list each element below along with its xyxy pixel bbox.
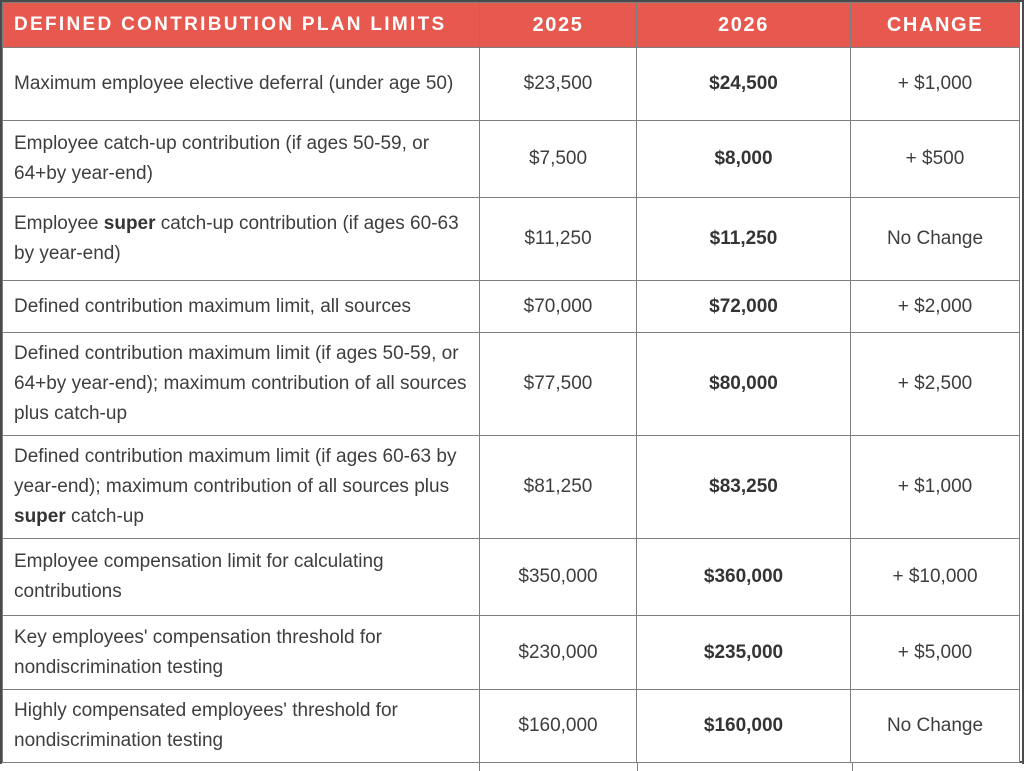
plan-limit-label: Highly compensated employees' threshold … bbox=[2, 689, 480, 763]
change-cell: No Change bbox=[850, 689, 1020, 763]
change-cell: + $2,500 bbox=[850, 332, 1020, 436]
value-2025-cell: $81,250 bbox=[479, 435, 637, 539]
col-header-2025: 2025 bbox=[479, 2, 637, 48]
table-row: Highly compensated employees' threshold … bbox=[2, 689, 1020, 763]
plan-limit-label: Employee super catch-up contribution (if… bbox=[2, 197, 480, 281]
label-text: Highly compensated employees' threshold … bbox=[14, 700, 398, 751]
plan-limit-label: Key employees' compensation threshold fo… bbox=[2, 615, 480, 690]
change-cell: + $2,000 bbox=[850, 280, 1020, 333]
value-2026-cell: $8,000 bbox=[636, 120, 851, 198]
plan-limit-label: Maximum employee elective deferral (unde… bbox=[2, 47, 480, 121]
value-2026-cell: $360,000 bbox=[636, 538, 851, 616]
value-2026-cell: $235,000 bbox=[636, 615, 851, 690]
label-bold-text: super bbox=[103, 213, 156, 234]
value-2025-cell: $7,500 bbox=[479, 120, 637, 198]
table-row: Defined contribution maximum limit (if a… bbox=[2, 435, 1020, 539]
table-row: Key employees' compensation threshold fo… bbox=[2, 615, 1020, 690]
label-text: Defined contribution maximum limit, all … bbox=[14, 295, 412, 317]
value-2026-cell: $83,250 bbox=[636, 435, 851, 539]
plan-limit-label: Employee catch-up contribution (if ages … bbox=[2, 120, 480, 198]
plan-limit-label: Defined contribution maximum limit (if a… bbox=[2, 332, 480, 436]
label-text: Employee compensation limit for calculat… bbox=[14, 551, 384, 602]
table-row: Employee compensation limit for calculat… bbox=[2, 538, 1020, 616]
change-cell: No Change bbox=[850, 197, 1020, 281]
value-2025-cell: $350,000 bbox=[479, 538, 637, 616]
label-text: Maximum employee elective deferral (unde… bbox=[14, 73, 454, 94]
label-text: Defined contribution maximum limit (if a… bbox=[14, 446, 457, 497]
column-divider bbox=[479, 763, 480, 771]
value-2025-cell: $11,250 bbox=[479, 197, 637, 281]
value-2025-cell: $77,500 bbox=[479, 332, 637, 436]
col-header-change: CHANGE bbox=[850, 2, 1020, 48]
plan-limit-label: Employee compensation limit for calculat… bbox=[2, 538, 480, 616]
label-text: catch-up bbox=[65, 506, 144, 527]
value-2026-cell: $80,000 bbox=[636, 332, 851, 436]
col-header-2026: 2026 bbox=[636, 2, 851, 48]
label-text: Key employees' compensation threshold fo… bbox=[14, 626, 382, 678]
table-row: Employee catch-up contribution (if ages … bbox=[2, 120, 1020, 198]
value-2026-cell: $24,500 bbox=[636, 47, 851, 121]
change-cell: + $5,000 bbox=[850, 615, 1020, 690]
label-text: Employee catch-up contribution (if ages … bbox=[14, 133, 430, 184]
value-2026-cell: $72,000 bbox=[636, 280, 851, 333]
label-text: Defined contribution maximum limit (if a… bbox=[14, 343, 467, 424]
value-2026-cell: $160,000 bbox=[636, 689, 851, 763]
value-2026-cell: $11,250 bbox=[636, 197, 851, 281]
label-bold-text: super bbox=[14, 506, 66, 527]
label-text: catch-up contribution (if ages 60-63 by … bbox=[14, 213, 459, 264]
table-row: Maximum employee elective deferral (unde… bbox=[2, 47, 1020, 121]
value-2025-cell: $230,000 bbox=[479, 615, 637, 690]
column-divider bbox=[637, 763, 638, 771]
plan-limit-label: Defined contribution maximum limit, all … bbox=[2, 280, 480, 333]
next-row-sliver bbox=[2, 763, 1022, 771]
change-cell: + $10,000 bbox=[850, 538, 1020, 616]
change-cell: + $500 bbox=[850, 120, 1020, 198]
change-cell: + $1,000 bbox=[850, 435, 1020, 539]
table-title: DEFINED CONTRIBUTION PLAN LIMITS bbox=[2, 2, 480, 48]
change-cell: + $1,000 bbox=[850, 47, 1020, 121]
table-row: Employee super catch-up contribution (if… bbox=[2, 197, 1020, 281]
value-2025-cell: $23,500 bbox=[479, 47, 637, 121]
header-row: DEFINED CONTRIBUTION PLAN LIMITS 2025 20… bbox=[2, 2, 1020, 48]
value-2025-cell: $70,000 bbox=[479, 280, 637, 333]
table-row: Defined contribution maximum limit, all … bbox=[2, 280, 1020, 333]
column-divider bbox=[852, 763, 853, 771]
plan-limit-label: Defined contribution maximum limit (if a… bbox=[2, 435, 480, 539]
table-row: Defined contribution maximum limit (if a… bbox=[2, 332, 1020, 436]
label-text: Employee bbox=[14, 213, 104, 234]
value-2025-cell: $160,000 bbox=[479, 689, 637, 763]
